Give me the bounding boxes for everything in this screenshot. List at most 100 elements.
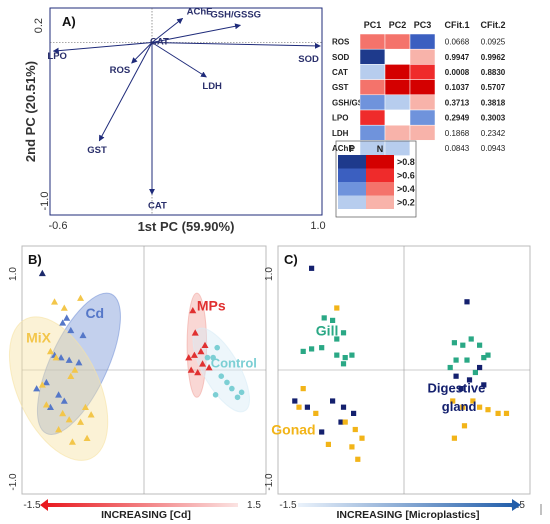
- x-tick: -1.5: [23, 500, 41, 511]
- data-point: [55, 391, 63, 398]
- data-point: [210, 354, 216, 361]
- data-point: [214, 344, 220, 351]
- data-point: [309, 265, 315, 271]
- x-axis-label: 1st PC (59.90%): [138, 219, 235, 234]
- data-point: [191, 329, 199, 336]
- data-point: [71, 366, 79, 373]
- y-axis-label: 2nd PC (20.51%): [23, 61, 38, 162]
- panel-b: B) 1.0 -1.0 -1.5 1.5 Cd MiX MPs Control INCREASIN…: [8, 245, 267, 521]
- data-point: [65, 416, 73, 423]
- data-point: [466, 377, 473, 383]
- data-point: [59, 319, 67, 326]
- data-point: [42, 378, 50, 386]
- y-tick: -1.0: [39, 192, 51, 211]
- y-tick: 1.0: [264, 267, 275, 281]
- loading-label: GST: [87, 145, 107, 156]
- data-point: [65, 356, 73, 363]
- data-point: [77, 294, 85, 301]
- group-label-cd: Cd: [85, 305, 104, 321]
- data-point: [351, 410, 357, 416]
- group-label-mix: MiX: [26, 330, 52, 346]
- data-point: [485, 352, 491, 358]
- heat-cell: [409, 64, 436, 80]
- group-label-digestive: Digestive: [428, 380, 486, 395]
- legend-header: P: [349, 144, 355, 154]
- loading-label: AChE: [187, 6, 213, 17]
- data-point: [481, 382, 487, 388]
- loading-arrow-sod: [151, 42, 321, 49]
- heat-cell: [409, 140, 436, 156]
- legend-swatch-negative: [338, 182, 366, 196]
- y-tick: 0.2: [33, 18, 45, 33]
- data-point: [470, 398, 476, 404]
- data-point: [464, 357, 470, 363]
- table-cfit1: 0.3713: [445, 98, 470, 107]
- data-point: [321, 315, 327, 321]
- data-point: [224, 379, 230, 386]
- data-point: [81, 403, 89, 410]
- heat-cell: [359, 94, 386, 111]
- data-point: [460, 404, 466, 410]
- heat-cell: [384, 94, 411, 111]
- data-point: [451, 340, 457, 346]
- heat-cell: [384, 79, 411, 96]
- table-cfit2: 0.3818: [481, 98, 506, 107]
- data-point: [485, 407, 491, 413]
- group-label-gonad: Gonad: [271, 421, 315, 437]
- loading-label: LDH: [202, 81, 222, 92]
- data-point: [190, 351, 198, 358]
- data-point: [79, 331, 87, 339]
- y-tick: -1.0: [264, 473, 275, 491]
- data-point: [51, 298, 59, 305]
- table-cfit2: 0.3003: [481, 114, 506, 123]
- legend-frame: [335, 140, 417, 218]
- table-row-name: CAT: [332, 68, 348, 77]
- arrow-label: INCREASING [Cd]: [101, 509, 191, 521]
- heat-cell: [409, 109, 436, 126]
- data-point: [199, 360, 207, 367]
- data-point: [338, 419, 344, 425]
- table-cfit1: 0.0008: [445, 68, 470, 77]
- data-point: [359, 435, 365, 441]
- legend-label: >0.2: [397, 198, 415, 208]
- data-point: [205, 364, 213, 371]
- loading-label: GSH/GSSG: [210, 9, 261, 20]
- legend-label: >0.8: [397, 157, 415, 167]
- data-point: [334, 352, 340, 358]
- heat-cell: [384, 48, 411, 65]
- data-point: [229, 385, 235, 392]
- data-point: [38, 269, 46, 277]
- origin-label: CAT: [150, 37, 169, 48]
- data-point: [67, 372, 75, 379]
- data-point: [334, 336, 340, 342]
- data-point: [33, 385, 41, 392]
- table-row-name: LDH: [332, 129, 349, 138]
- data-point: [218, 373, 225, 380]
- legend-swatch-negative: [338, 168, 366, 182]
- data-point: [83, 434, 91, 441]
- data-point: [477, 342, 483, 348]
- data-point: [495, 410, 501, 416]
- loading-arrow-ldh: [151, 42, 207, 78]
- legend-swatch-positive: [366, 168, 394, 182]
- data-point: [477, 404, 483, 410]
- data-point: [340, 330, 347, 336]
- data-point: [68, 438, 76, 445]
- loading-arrow-lpo: [52, 42, 153, 54]
- x-tick: -0.6: [49, 220, 68, 232]
- table-cfit2: 0.0925: [481, 38, 506, 47]
- x-tick: -1.5: [279, 500, 297, 511]
- data-point: [194, 368, 202, 376]
- data-point: [77, 418, 85, 425]
- data-point: [453, 373, 459, 379]
- data-point: [55, 426, 63, 433]
- x-tick: 1.0: [310, 220, 325, 232]
- data-point: [447, 364, 453, 371]
- gradient-arrow: [40, 499, 238, 511]
- heat-cell: [409, 124, 436, 141]
- x-tick: 1.5: [247, 500, 261, 511]
- panel-label: A): [62, 14, 76, 29]
- group-label-control: Control: [211, 356, 257, 371]
- panel-c: C)1.0-1.0-1.51.5GillGonadDigestiveglandI…: [264, 245, 542, 521]
- data-point: [75, 359, 83, 366]
